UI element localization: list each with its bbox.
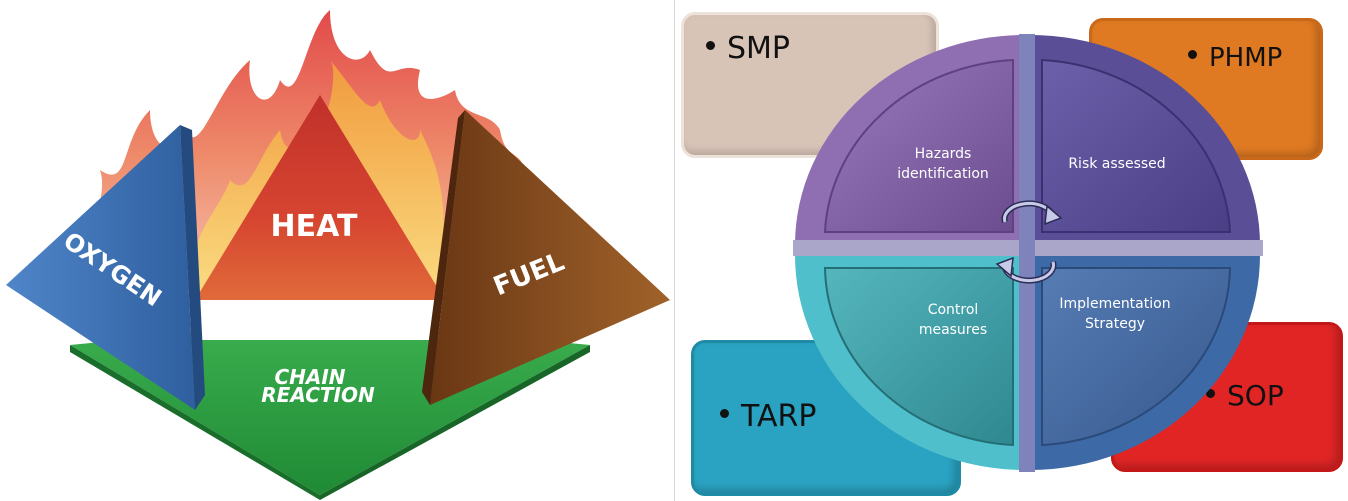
oxygen-face — [6, 125, 195, 410]
bullet-icon — [706, 41, 715, 50]
bullet-icon — [1188, 50, 1197, 59]
control-label-line2: measures — [919, 322, 987, 338]
heat-label: HEAT — [271, 209, 358, 244]
quadrant-implementation — [1041, 267, 1232, 447]
chain-reaction-base-edge — [70, 345, 320, 500]
fuel-edge — [422, 110, 465, 405]
tarp-label: TARP — [741, 399, 817, 434]
cycle-arrows-icon — [995, 200, 1063, 284]
risk-cycle-wheel: Hazards identification Risk assessed Con… — [793, 34, 1263, 472]
divider-vertical — [1019, 34, 1035, 472]
phmp-label: PHMP — [1209, 43, 1283, 73]
quadrant-hazards — [823, 58, 1014, 233]
implementation-label-line2: Strategy — [1085, 316, 1145, 332]
control-label-line1: Control — [928, 302, 979, 318]
sop-label: SOP — [1227, 379, 1284, 412]
bullet-icon — [1206, 388, 1215, 398]
quadrant-control — [823, 267, 1014, 447]
fire-tetrahedron-panel: HEAT OXYGEN FUEL CHAIN REACTION — [0, 0, 672, 501]
hazards-label-line2: identification — [897, 166, 989, 182]
fuel-face — [430, 110, 670, 405]
hazards-label-line1: Hazards — [915, 146, 972, 162]
chain-reaction-base-edge-right — [320, 345, 590, 500]
oxygen-edge — [180, 125, 205, 410]
risk-cycle-panel: SMP PHMP TARP SOP — [674, 0, 1348, 501]
smp-label: SMP — [727, 31, 791, 66]
white-strip — [195, 300, 445, 340]
quadrant-risk — [1041, 58, 1232, 233]
heat-face — [195, 95, 445, 300]
chain-label-line1: CHAIN — [274, 365, 345, 389]
chain-label-line2: REACTION — [261, 383, 375, 407]
bullet-icon — [720, 409, 729, 418]
implementation-label-line1: Implementation — [1059, 296, 1170, 312]
fire-tetrahedron-diagram: HEAT OXYGEN FUEL CHAIN REACTION — [6, 10, 670, 500]
risk-assessed-label: Risk assessed — [1068, 156, 1165, 172]
